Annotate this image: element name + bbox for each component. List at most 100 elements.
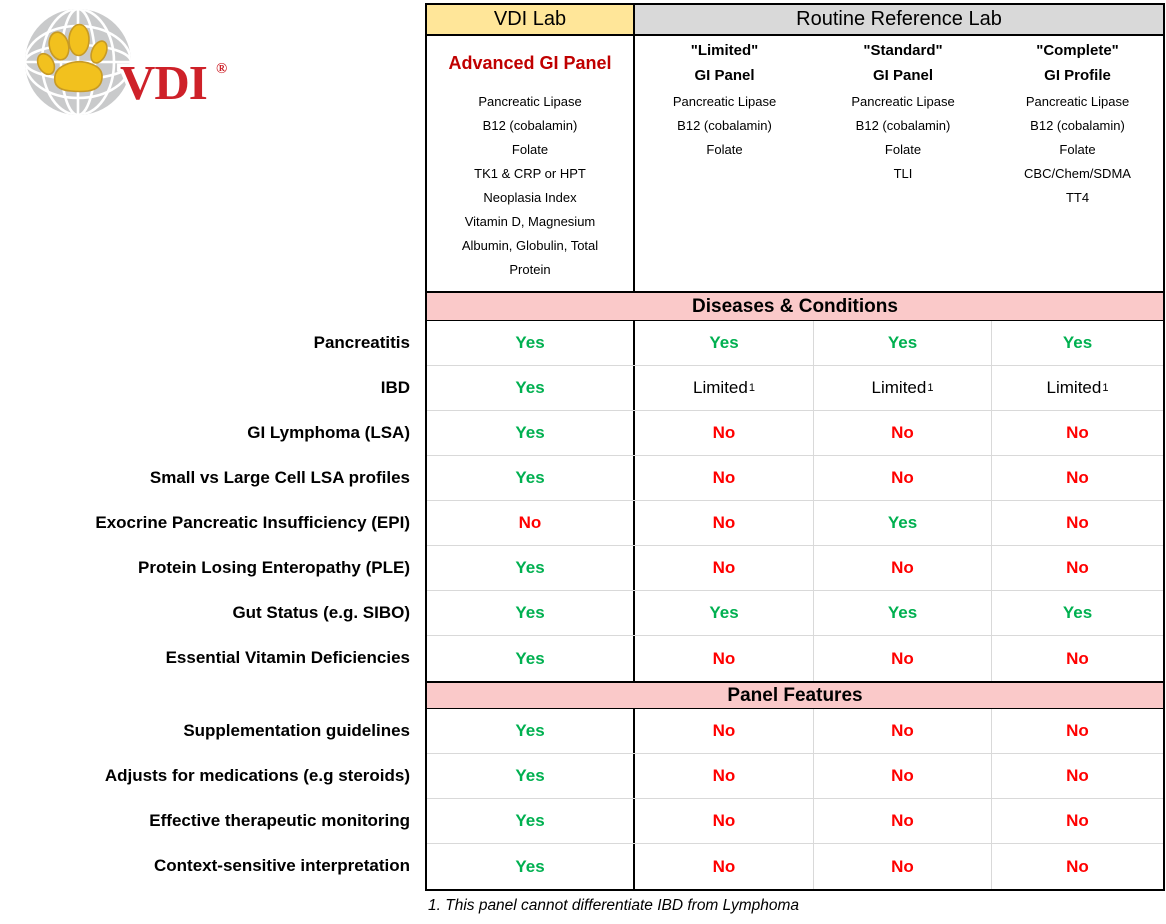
test-item: Pancreatic Lipase (851, 94, 955, 109)
test-item: B12 (cobalamin) (482, 118, 578, 133)
value-cell: Yes (427, 366, 635, 410)
table-row: Yes Yes Yes Yes (427, 321, 1163, 366)
test-list: Pancreatic Lipase B12 (cobalamin) Folate TK… (427, 90, 633, 282)
test-item: B12 (cobalamin) (855, 118, 951, 133)
value-cell: No (1066, 766, 1089, 785)
test-item: CBC/Chem/SDMA (1024, 166, 1131, 181)
value-cell: No (635, 411, 814, 455)
lab-header-row: VDI Lab Routine Reference Lab (427, 5, 1163, 36)
value-cell: No (635, 709, 814, 753)
table-row: Yes No No No (427, 411, 1163, 456)
value-cell: Yes (427, 844, 635, 889)
value-cell: No (635, 799, 814, 843)
value-cell: No (1066, 721, 1089, 740)
row-label: Supplementation guidelines (183, 720, 410, 740)
value-cell: Limited 1 (814, 366, 992, 410)
value-cell: Yes (814, 501, 992, 545)
panel-title: "Complete" GI Profile (992, 36, 1163, 90)
panel-title: Advanced GI Panel (427, 36, 633, 90)
test-item: Folate (511, 142, 549, 157)
test-item: TK1 & CRP or HPT (474, 166, 586, 181)
panel-title-line: Advanced GI Panel (448, 52, 612, 73)
test-item: Vitamin D, Magnesium (464, 214, 596, 229)
value-cell: Limited 1 (1046, 378, 1109, 397)
table-row: Yes No No No (427, 456, 1163, 501)
value-cell: Yes (814, 591, 992, 635)
panel-title: "Limited" GI Panel (635, 36, 814, 90)
test-item: Pancreatic Lipase (478, 94, 582, 109)
value-cell: Yes (427, 456, 635, 500)
value-cell: Yes (427, 546, 635, 590)
row-label: Gut Status (e.g. SIBO) (232, 602, 410, 622)
value-cell: Limited 1 (635, 366, 814, 410)
row-label: Effective therapeutic monitoring (149, 810, 410, 830)
footnote-marker: 1 (927, 382, 934, 394)
test-item: Pancreatic Lipase (1025, 94, 1130, 109)
value-cell: No (1066, 856, 1089, 876)
value-cell: No (635, 754, 814, 798)
panels-row: Advanced GI Panel Pancreatic Lipase B12 (c… (427, 36, 1163, 293)
value-cell: No (814, 546, 992, 590)
table-row: Yes No No No (427, 546, 1163, 591)
panel-title-line: "Standard" (863, 42, 943, 59)
test-list: Pancreatic Lipase B12 (cobalamin) Folate TL… (814, 90, 992, 186)
table-row: Yes No No No (427, 799, 1163, 844)
comparison-table: VDI Lab Routine Reference Lab Advanced G… (425, 3, 1165, 891)
value-cell: No (1066, 648, 1089, 668)
table-row: No No Yes No (427, 501, 1163, 546)
table-row: Yes No No No (427, 754, 1163, 799)
paw-print-icon (36, 23, 108, 93)
row-label: IBD (380, 377, 410, 397)
test-item: Folate (884, 142, 922, 157)
panel-title: "Standard" GI Panel (814, 36, 992, 90)
value-cell: No (1066, 468, 1089, 487)
footnote: 1. This panel cannot differentiate IBD f… (428, 897, 800, 914)
table-row: Yes No No No (427, 844, 1163, 889)
value-cell: No (814, 411, 992, 455)
value-cell: No (1066, 513, 1089, 532)
value-cell: Yes (1062, 333, 1093, 352)
value-cell: No (1066, 558, 1089, 577)
value-cell: Yes (814, 321, 992, 365)
value-cell: Yes (427, 754, 635, 798)
value-cell: Yes (427, 799, 635, 843)
value-cell: No (814, 844, 992, 889)
panel-title-line: GI Panel (694, 67, 755, 84)
panel-title-line: "Complete" (1036, 42, 1119, 59)
value-cell: Yes (635, 591, 814, 635)
vdi-logo: VDI ® (25, 9, 227, 115)
row-label: Adjusts for medications (e.g steroids) (104, 765, 410, 785)
row-label: Small vs Large Cell LSA profiles (149, 467, 410, 487)
value-cell: No (1066, 811, 1089, 830)
section-banner: Diseases & Conditions (427, 293, 1163, 321)
registered-mark: ® (216, 61, 227, 77)
value-cell: Yes (427, 591, 635, 635)
footnote-marker: 1 (1102, 382, 1109, 394)
value-cell: No (635, 456, 814, 500)
value-cell: No (635, 546, 814, 590)
test-item: B12 (cobalamin) (1030, 118, 1125, 133)
table-row: Yes No No No (427, 709, 1163, 754)
test-item: Neoplasia Index (483, 190, 577, 205)
test-item: Pancreatic Lipase (672, 94, 777, 109)
test-item: Folate (1059, 142, 1096, 157)
table-row: Yes No No No (427, 636, 1163, 681)
row-label: Protein Losing Enteropathy (PLE) (137, 557, 410, 577)
value-cell: Yes (427, 709, 635, 753)
table-row: Yes Limited 1 Limited 1 Limited 1 (427, 366, 1163, 411)
value-cell: No (427, 501, 635, 545)
table-row: Yes Yes Yes Yes (427, 591, 1163, 636)
row-label: Essential Vitamin Deficiencies (165, 647, 410, 667)
test-item: Folate (706, 142, 743, 157)
test-list: Pancreatic Lipase B12 (cobalamin) Folate CB… (992, 90, 1163, 210)
value-cell: Yes (427, 411, 635, 455)
value-cell: Yes (427, 636, 635, 681)
value-cell: Yes (1062, 603, 1093, 622)
row-labels: Pancreatitis IBD GI Lymphoma (LSA) Small vs… (0, 3, 410, 893)
row-label: GI Lymphoma (LSA) (247, 422, 410, 442)
panel-column-4: "Complete" GI Profile Pancreatic Lipase B12… (992, 36, 1163, 291)
value-cell: No (814, 799, 992, 843)
panel-column-3: "Standard" GI Panel Pancreatic Lipase B12 (… (814, 36, 992, 291)
reference-lab-header: Routine Reference Lab (635, 5, 1163, 34)
